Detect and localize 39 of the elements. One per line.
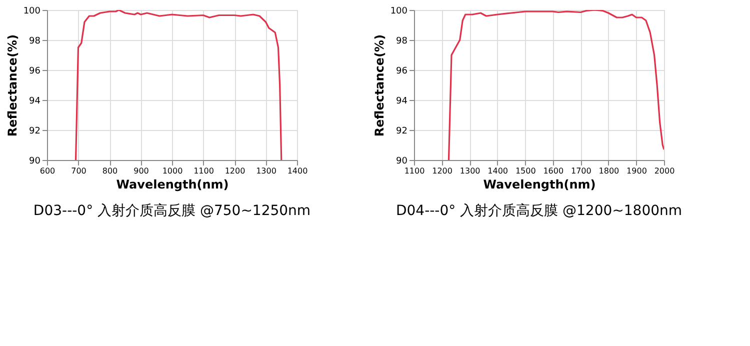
- x-tick-label: 1900: [626, 166, 647, 176]
- y-tick-label: 100: [23, 6, 41, 16]
- y-axis-title: Reflectance(%): [5, 34, 20, 137]
- x-tick-label: 1700: [570, 166, 592, 176]
- y-tick-label: 100: [390, 6, 408, 16]
- x-axis-title: Wavelength(nm): [116, 178, 229, 192]
- y-axis-title: Reflectance(%): [372, 34, 386, 137]
- y-tick-label: 98: [396, 36, 408, 46]
- x-axis-title: Wavelength(nm): [483, 178, 596, 192]
- x-tick-label: 1100: [194, 166, 214, 176]
- x-tick-label: 900: [134, 166, 149, 176]
- y-tick-label: 94: [29, 96, 41, 106]
- y-tick-label: 90: [29, 156, 41, 166]
- x-tick-label: 1400: [287, 166, 308, 176]
- x-tick-label: 2000: [654, 166, 675, 176]
- line-series: [74, 10, 282, 160]
- y-tick-label: 96: [29, 66, 41, 76]
- x-tick-label: 1200: [224, 166, 246, 176]
- x-tick-label: 1600: [543, 166, 564, 176]
- x-tick-label: 1000: [162, 166, 183, 176]
- y-tick-label: 92: [396, 126, 408, 136]
- y-tick-label: 92: [29, 126, 40, 136]
- x-tick-label: 700: [71, 166, 86, 176]
- text: D03---0° 入射介质高反膜 @750~1250nm: [33, 203, 311, 219]
- y-tick-label: 96: [396, 66, 408, 76]
- x-tick-label: 800: [102, 166, 118, 176]
- y-tick-label: 94: [396, 96, 408, 106]
- y-tick-label: 98: [29, 36, 41, 46]
- x-tick-label: 1200: [432, 166, 452, 176]
- x-tick-label: 1100: [404, 166, 425, 176]
- x-tick-label: 1300: [256, 166, 276, 176]
- x-tick-label: 1800: [598, 166, 620, 176]
- x-tick-label: 1300: [460, 166, 480, 176]
- x-tick-label: 1400: [488, 166, 508, 176]
- y-tick-label: 90: [396, 156, 408, 166]
- x-tick-label: 1500: [515, 166, 536, 176]
- line-series: [448, 10, 664, 160]
- text: D04---0° 入射介质高反膜 @1200~1800nm: [396, 203, 682, 219]
- x-tick-label: 600: [40, 166, 56, 176]
